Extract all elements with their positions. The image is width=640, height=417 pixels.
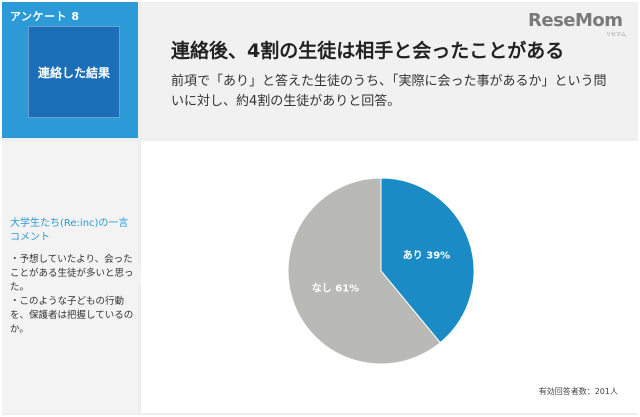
comment-panel: 大学生たち(Re:inc)の一言コメント ・予想していたより、会ったことがある生…	[2, 141, 138, 413]
pie-label-1: なし 61%	[312, 282, 359, 294]
respondent-count: 有効回答者数：201人	[538, 387, 618, 396]
brand-logo: ReseMom	[528, 10, 623, 31]
pie-slice-0	[380, 177, 475, 344]
survey-badge-panel: アンケート 8 連絡した結果	[2, 2, 138, 138]
pie-label-0: あり 39%	[403, 249, 450, 262]
chart-panel: あり 39% なし 61% 有効回答者数：201人	[141, 141, 638, 413]
page-title: 連絡後、4割の生徒は相手と会ったことがある	[171, 40, 565, 62]
header-panel: 連絡後、4割の生徒は相手と会ったことがある 前項で「あり」と答えた生徒のうち、「…	[141, 2, 638, 138]
page-description: 前項で「あり」と答えた生徒のうち、「実際に会った事があるか」という問いに対し、約…	[171, 74, 607, 109]
pie-chart: あり 39% なし 61%	[287, 177, 475, 365]
survey-number: アンケート 8	[10, 10, 80, 23]
comment-title: 大学生たち(Re:inc)の一言コメント	[10, 218, 129, 243]
pie-slice-1	[287, 177, 441, 365]
section-badge: 連絡した結果	[28, 26, 120, 118]
comment-body: ・予想していたより、会ったことがある生徒が多いと思った。 ・このような子どもの行…	[10, 254, 134, 335]
brand-logo-sub: リセマム	[606, 32, 627, 38]
